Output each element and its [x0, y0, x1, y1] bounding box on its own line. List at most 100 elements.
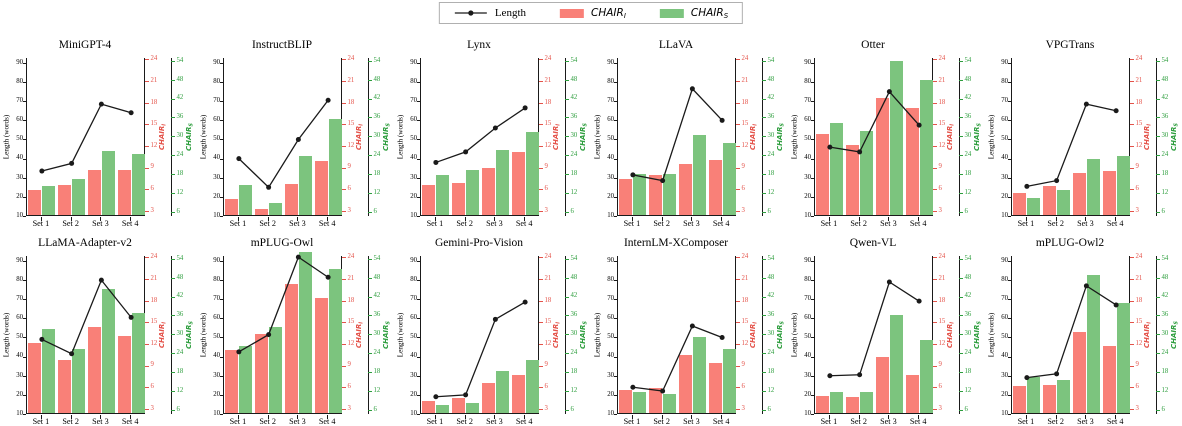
left-axis-tick-label: 40 — [1001, 352, 1008, 360]
chair-s-axis-tick — [368, 372, 372, 374]
x-tick-label: Set 4 — [318, 417, 336, 426]
legend-length-label: Length — [494, 7, 527, 19]
left-axis-tick-label: 90 — [804, 58, 811, 66]
chair-s-axis-tick-label: 18 — [373, 367, 381, 375]
chair-i-axis-tick — [145, 210, 149, 212]
chair-s-axis-tick-label: 6 — [767, 207, 771, 215]
plot-area — [420, 256, 539, 414]
chair-i-bar — [117, 170, 131, 215]
chair-s-axis-tick — [959, 334, 963, 336]
x-tick-label: Set 2 — [653, 417, 670, 426]
chair-s-axis-tick-label: 42 — [964, 292, 972, 300]
chair-i-axis-tick-label: 18 — [544, 98, 552, 106]
x-axis-tick — [661, 415, 663, 419]
chair-s-bar — [692, 135, 706, 215]
chair-s-axis-tick — [368, 315, 372, 317]
chair-i-axis-tick-label: 9 — [150, 361, 154, 369]
left-axis-label: Length (words) — [2, 312, 11, 358]
chair-s-swatch-icon — [659, 8, 684, 18]
chair-s-bar — [722, 349, 736, 413]
subplot-title: VPGTrans — [1045, 39, 1095, 51]
left-axis-tick — [416, 158, 420, 160]
subplot-InstructBLIP: InstructBLIP 10 20 30 40 50 60 70 80 90 3 6 9 12 15 18 2… — [197, 30, 394, 228]
x-axis-tick — [40, 217, 42, 221]
chair-s-axis-tick — [565, 174, 569, 176]
x-tick-label: Set 4 — [1106, 417, 1124, 426]
chair-i-axis-label: CHAIRI — [1142, 321, 1153, 349]
chair-i-axis-tick-label: 9 — [938, 361, 942, 369]
left-axis-tick — [810, 101, 814, 103]
left-axis-tick-label: 10 — [213, 211, 220, 219]
chair-i-bar — [905, 107, 919, 215]
chair-i-axis-tick — [539, 189, 543, 191]
left-axis-tick — [22, 299, 26, 301]
left-axis-tick — [416, 280, 420, 282]
x-tick-label: Set 3 — [289, 219, 306, 228]
chair-s-axis-tick — [171, 117, 175, 119]
chair-i-axis-tick — [145, 257, 149, 259]
chair-i-axis-tick — [539, 344, 543, 346]
chair-i-axis-tick — [736, 146, 740, 148]
chair-s-bar — [269, 327, 283, 413]
x-tick-label: Set 4 — [121, 219, 139, 228]
left-axis-tick — [22, 62, 26, 64]
left-axis-tick — [613, 356, 617, 358]
left-axis-tick — [416, 299, 420, 301]
left-axis-tick-label: 50 — [607, 135, 614, 143]
length-line — [827, 279, 922, 379]
chair-i-axis-label: CHAIRI — [945, 123, 956, 151]
left-axis-tick-label: 60 — [410, 116, 417, 124]
left-axis-tick-label: 90 — [1001, 58, 1008, 66]
chair-s-axis-tick-label: 12 — [767, 188, 775, 196]
chair-s-axis-tick — [368, 117, 372, 119]
chair-s-axis-tick-label: 18 — [570, 367, 578, 375]
chair-s-axis-tick — [762, 155, 766, 157]
left-axis-tick — [1007, 299, 1011, 301]
left-axis-tick — [219, 196, 223, 198]
length-point — [492, 316, 498, 322]
chair-i-axis-tick — [933, 59, 937, 61]
subplot-title: mPLUG-Owl — [250, 237, 314, 249]
chair-i-axis-tick — [736, 365, 740, 367]
chair-s-axis-tick — [762, 334, 766, 336]
x-axis-tick — [1085, 415, 1087, 419]
left-axis-tick — [1007, 177, 1011, 179]
left-axis-tick — [22, 82, 26, 84]
legend: Length CHAIRI CHAIRS — [438, 2, 744, 24]
chair-i-axis-tick — [539, 124, 543, 126]
chair-i-axis-tick-label: 18 — [1135, 98, 1143, 106]
chair-s-axis-tick — [368, 391, 372, 393]
left-axis-tick-label: 30 — [804, 173, 811, 181]
x-tick-label: Set 3 — [683, 219, 700, 228]
chair-s-axis-tick-label: 48 — [964, 75, 972, 83]
chair-i-bar — [225, 350, 239, 413]
chair-s-axis-tick — [171, 334, 175, 336]
chair-s-axis-tick — [171, 391, 175, 393]
chair-i-axis-tick — [1130, 167, 1134, 169]
chair-s-bar — [239, 345, 253, 413]
chair-s-axis-label: CHAIRS — [578, 320, 589, 350]
chair-i-axis-tick-label: 21 — [544, 274, 552, 282]
length-point — [1113, 302, 1119, 308]
left-axis-tick — [1007, 101, 1011, 103]
length-point — [128, 314, 134, 320]
left-axis-tick — [1007, 280, 1011, 282]
subplot-title: Gemini-Pro-Vision — [434, 237, 524, 249]
chair-s-axis-tick — [565, 353, 569, 355]
chair-s-axis-tick — [959, 98, 963, 100]
left-axis-tick-label: 30 — [607, 173, 614, 181]
legend-item-chair-s: CHAIRS — [659, 7, 728, 20]
x-axis-tick — [888, 415, 890, 419]
chair-s-axis-tick — [565, 372, 569, 374]
chair-s-axis-tick — [762, 372, 766, 374]
chair-i-axis-tick — [1130, 81, 1134, 83]
chair-s-bar — [830, 122, 844, 215]
chair-i-bar — [816, 396, 830, 413]
chair-s-axis-tick-label: 12 — [570, 386, 578, 394]
left-axis-tick — [219, 280, 223, 282]
chair-s-axis-tick — [959, 353, 963, 355]
chair-s-axis-tick-label: 30 — [176, 330, 184, 338]
length-point — [266, 332, 272, 338]
left-axis-label: Length (words) — [790, 312, 799, 358]
chair-i-bar — [314, 160, 328, 215]
